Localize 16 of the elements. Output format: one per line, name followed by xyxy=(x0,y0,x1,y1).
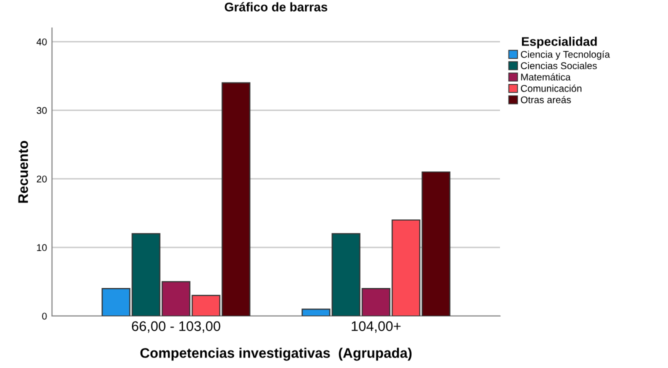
x-tick-label: 66,00 - 103,00 xyxy=(132,321,220,333)
legend-label: Ciencia y Tecnología xyxy=(520,50,610,60)
legend-label: Otras areás xyxy=(520,96,571,104)
legend-label: Matemática xyxy=(521,73,571,81)
y-tick-label: 0 xyxy=(42,312,47,320)
x-tick-label: 104,00+ xyxy=(352,321,401,333)
y-tick-label: 30 xyxy=(36,107,47,114)
y-tick-label: 10 xyxy=(37,244,47,252)
y-axis-title: Recuento xyxy=(18,140,28,203)
x-axis-title: Competencias investigativas (Agrupada) xyxy=(140,348,412,361)
chart-title: Gráfico de barras xyxy=(224,2,328,12)
legend-label: Comunicación xyxy=(520,84,582,92)
y-tick-label: 20 xyxy=(36,176,47,182)
legend-title: Especialidad xyxy=(522,36,597,48)
legend-label: Ciencias Sociales xyxy=(520,62,597,70)
y-tick-label: 40 xyxy=(36,38,47,46)
